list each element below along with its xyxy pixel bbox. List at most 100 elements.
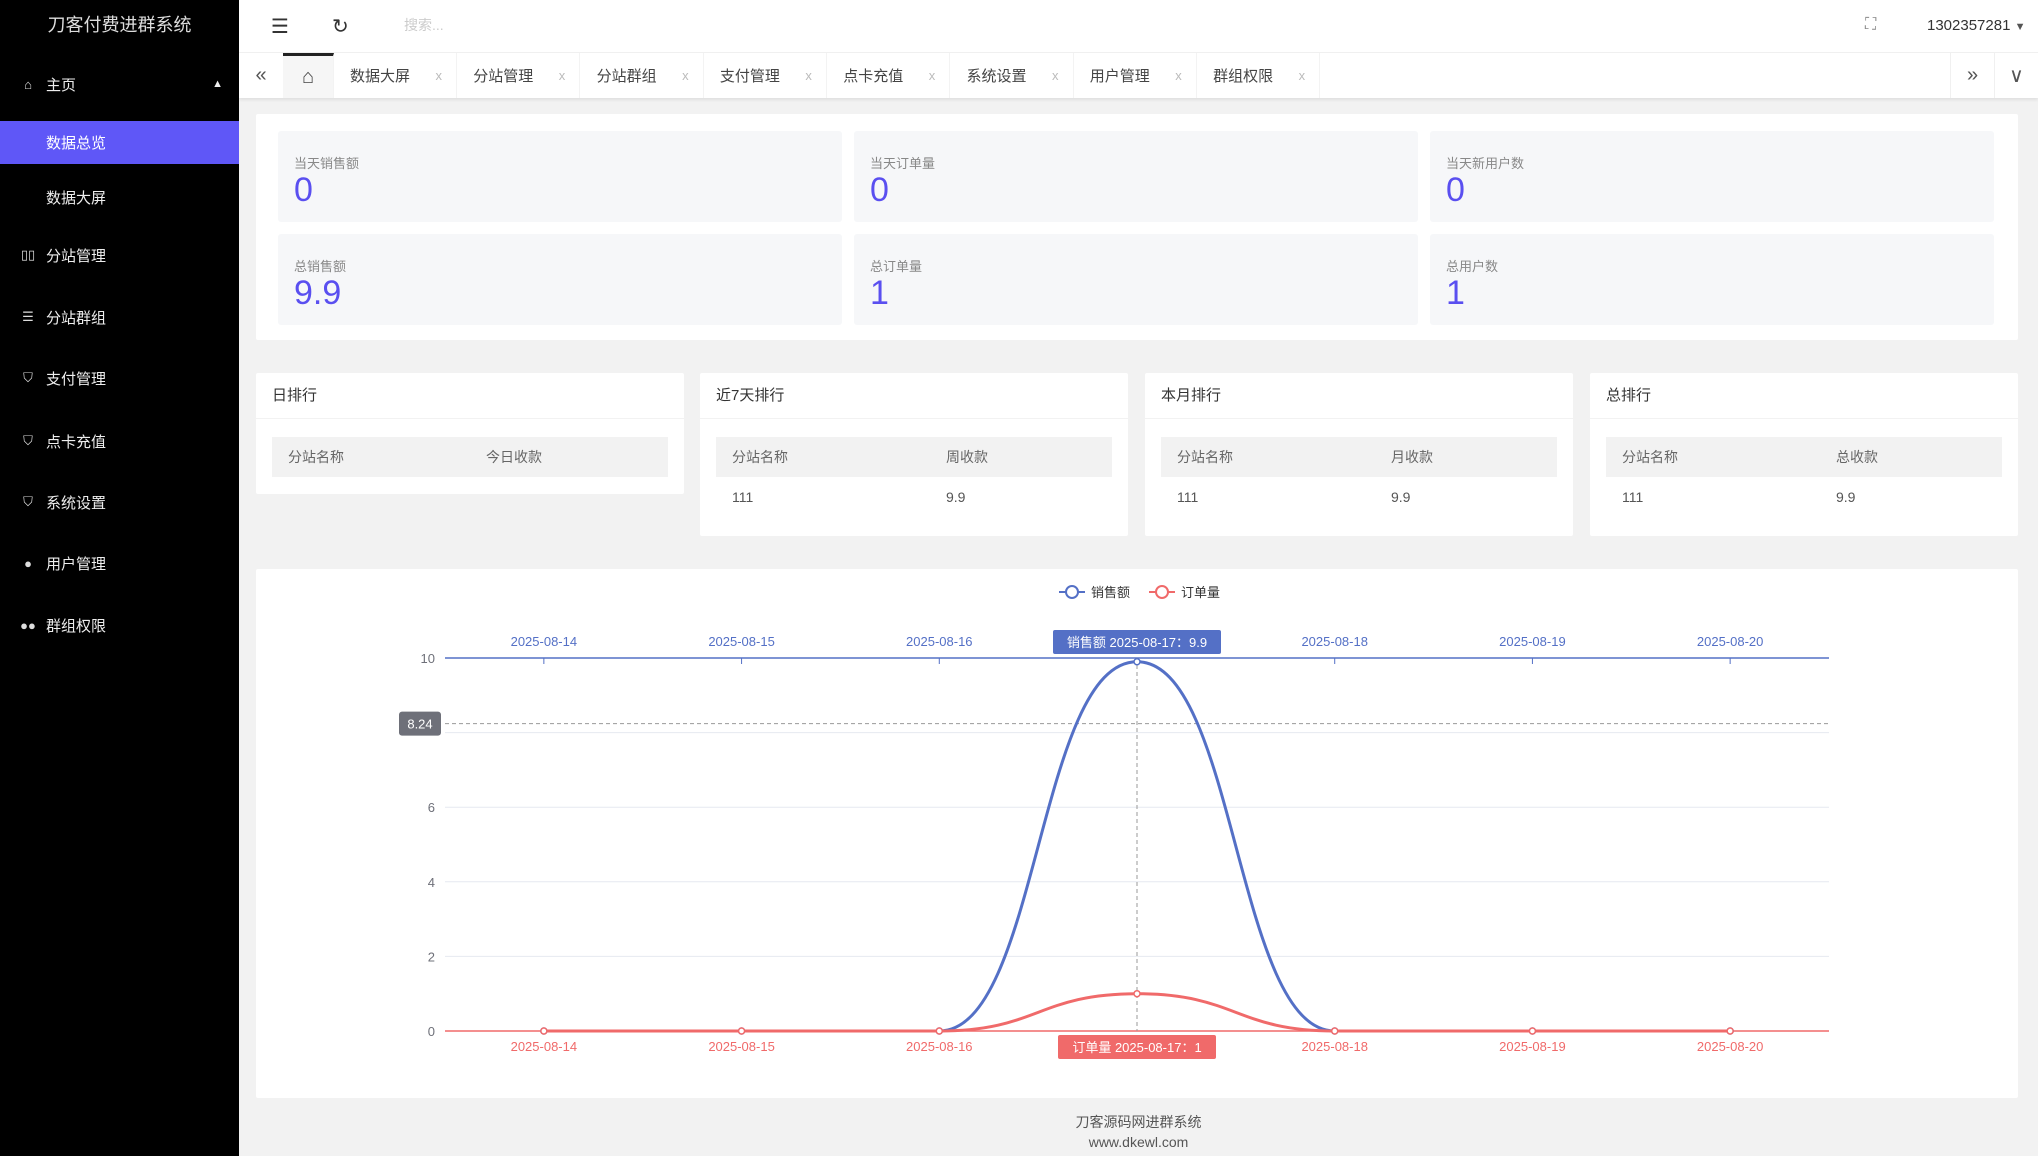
sidebar-item-users[interactable]: ● 用户管理: [0, 541, 239, 585]
refresh-icon[interactable]: ↻: [332, 16, 349, 38]
cell-name: 111: [1622, 489, 1644, 505]
app-title: 刀客付费进群系统: [47, 15, 192, 35]
sidebar-item-groups[interactable]: ☰ 分站群组: [0, 295, 239, 339]
home-icon: ⌂: [301, 65, 315, 88]
col-amount: 周收款: [946, 449, 988, 465]
y-pointer-label: 8.24: [407, 717, 432, 732]
sales-orders-chart: 0 2 4 6 10 2025-08-14 2025-08-14 2025-08-15 2025…: [399, 585, 1829, 1059]
ranking-card: 总排行分站名称 总收款 111 9.9: [1590, 373, 2018, 536]
legend-circle-icon: [1155, 585, 1169, 599]
data-point: [540, 1027, 548, 1035]
col-name: 分站名称: [288, 449, 344, 465]
bottom-x-tick-label: 2025-08-19: [1499, 1039, 1566, 1054]
tab-item[interactable]: 用户管理 x: [1074, 53, 1197, 98]
stat-value: 9.9: [294, 274, 342, 312]
stat-card: 总用户数 1: [1430, 234, 1994, 325]
username: 1302357281: [1927, 17, 2011, 34]
sidebar-item-label: 分站管理: [46, 247, 107, 265]
close-icon[interactable]: x: [435, 68, 443, 83]
sidebar-item-payment[interactable]: ⛉ 支付管理: [0, 356, 239, 400]
stat-label: 总用户数: [1446, 259, 1499, 274]
cell-amount: 9.9: [946, 489, 966, 505]
user-icon: ●: [24, 555, 32, 571]
tab-item[interactable]: 点卡充值 x: [827, 53, 951, 98]
close-icon[interactable]: x: [1052, 68, 1059, 83]
shield-icon: ⛉: [23, 433, 33, 448]
tabs-scroll-left-icon[interactable]: «: [255, 64, 267, 86]
legend-circle-icon: [1065, 585, 1079, 599]
sidebar-item-data-screen[interactable]: 数据大屏: [0, 175, 239, 219]
sidebar-item-label: 分站群组: [46, 309, 107, 327]
caret-up-icon: ▲: [212, 78, 223, 90]
tab-label: 系统设置: [966, 68, 1027, 85]
stat-card: 总订单量 1: [854, 234, 1418, 325]
menu-toggle-icon[interactable]: ☰: [271, 16, 289, 38]
tab-item[interactable]: 支付管理 x: [704, 53, 827, 98]
sidebar-item-home[interactable]: ⌂ 主页 ▲: [0, 62, 239, 106]
tab-label: 群组权限: [1213, 68, 1274, 85]
y-tick-label: 6: [428, 800, 435, 815]
tab-item[interactable]: 数据大屏 x: [334, 53, 457, 98]
y-tick-label: 10: [421, 651, 435, 666]
chart-panel: 0 2 4 6 10 2025-08-14 2025-08-14 2025-08-15 2025…: [256, 569, 2018, 1098]
close-icon[interactable]: x: [1298, 68, 1306, 83]
bottom-x-tick-label: 2025-08-18: [1301, 1039, 1368, 1054]
table-header: 分站名称 总收款: [1606, 437, 2002, 477]
data-point: [1330, 1027, 1339, 1035]
table-row: 111 9.9: [716, 477, 1112, 517]
fullscreen-icon[interactable]: ⛶: [1865, 16, 1877, 33]
close-icon[interactable]: x: [682, 68, 689, 83]
close-icon[interactable]: x: [805, 68, 812, 83]
home-icon: ⌂: [24, 76, 32, 92]
tab-item[interactable]: 系统设置 x: [951, 53, 1074, 98]
col-name: 分站名称: [732, 449, 788, 465]
tab-item[interactable]: 分站群组 x: [581, 53, 704, 98]
table-row: 111 9.9: [1161, 477, 1557, 517]
top-x-tick-label: 2025-08-15: [708, 634, 775, 649]
sidebar-item-label: 用户管理: [46, 555, 107, 573]
ranking-title: 本月排行: [1145, 373, 1573, 419]
stat-label: 当天新用户数: [1446, 156, 1525, 171]
bottom-pointer-label-bg: [1058, 1035, 1216, 1059]
data-point: [1133, 989, 1141, 998]
close-icon[interactable]: x: [928, 68, 936, 83]
footer: 刀客源码网进群系统 www.dkewl.com: [239, 1112, 2038, 1152]
caret-down-icon: ▼: [2014, 21, 2026, 33]
cell-name: 111: [732, 489, 754, 505]
tabs-scroll-right-icon[interactable]: »: [1950, 53, 1994, 98]
tab-label: 支付管理: [719, 68, 780, 85]
tab-label: 点卡充值: [843, 68, 904, 85]
top-x-tick-label: 2025-08-14: [511, 634, 578, 649]
sidebar-item-recharge[interactable]: ⛉ 点卡充值: [0, 419, 239, 463]
tab-item[interactable]: 分站管理 x: [457, 53, 581, 98]
cell-amount: 9.9: [1391, 489, 1411, 505]
columns-icon: ▯▯: [20, 247, 36, 262]
sidebar-item-data-overview[interactable]: 数据总览: [0, 121, 239, 164]
search-input[interactable]: [404, 17, 604, 33]
sidebar-item-label: 系统设置: [46, 494, 107, 512]
sidebar-item-substation[interactable]: ▯▯ 分站管理: [0, 233, 239, 277]
sidebar-item-settings[interactable]: ⛉ 系统设置: [0, 480, 239, 524]
tab-item[interactable]: 群组权限 x: [1197, 53, 1321, 98]
close-icon[interactable]: x: [1175, 68, 1182, 83]
table-header: 分站名称 月收款: [1161, 437, 1557, 477]
footer-title: 刀客源码网进群系统: [1075, 1114, 1202, 1130]
sidebar-item-label: 点卡充值: [46, 433, 107, 451]
sidebar-item-permissions[interactable]: ●● 群组权限: [0, 603, 239, 647]
table-header: 分站名称 今日收款: [272, 437, 668, 477]
tabs-dropdown-icon[interactable]: ∨: [1994, 53, 2038, 98]
top-x-tick-label: 2025-08-19: [1499, 634, 1566, 649]
ranking-title: 近7天排行: [700, 373, 1128, 419]
ranking-title: 总排行: [1590, 373, 2018, 419]
cell-amount: 9.9: [1836, 489, 1856, 505]
ranking-card: 日排行 分站名称 今日收款: [256, 373, 684, 494]
top-x-tick-label: 2025-08-20: [1697, 634, 1764, 649]
tab-home[interactable]: ⌂: [283, 53, 334, 98]
sidebar-item-label: 群组权限: [46, 617, 107, 635]
data-point: [737, 1027, 746, 1035]
data-point: [935, 1027, 944, 1035]
top-header: ☰ ↻ ⛶ 1302357281 ▼: [239, 0, 2038, 53]
footer-link[interactable]: www.dkewl.com: [1088, 1134, 1189, 1150]
user-menu[interactable]: 1302357281 ▼: [1927, 17, 2026, 34]
close-icon[interactable]: x: [558, 68, 566, 83]
